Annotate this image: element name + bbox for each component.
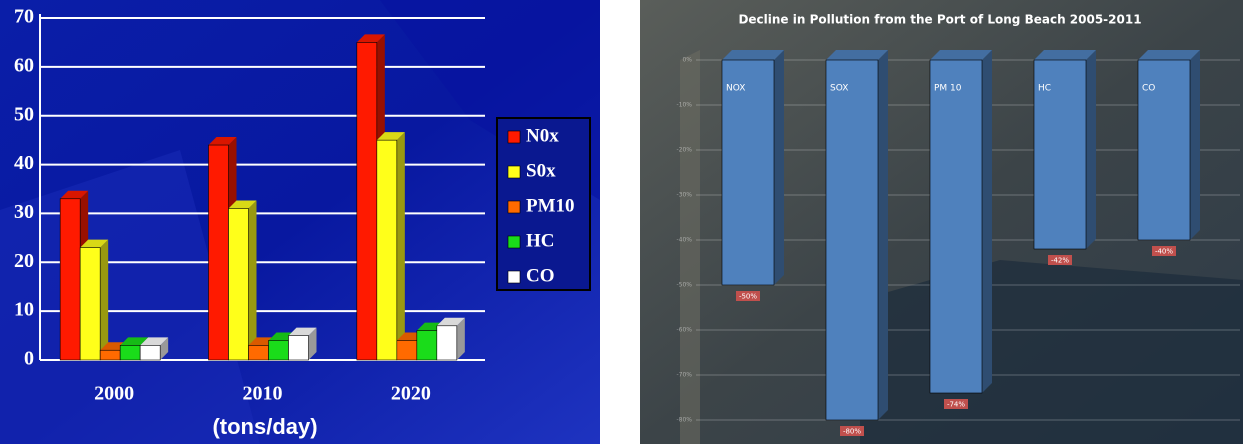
y-tick-label: 20 [14, 250, 34, 272]
value-label: -42% [1051, 257, 1069, 265]
bar-top [80, 239, 109, 248]
value-label-box [736, 291, 760, 301]
bar-top [826, 50, 888, 60]
legend-swatch [507, 165, 521, 179]
x-tick-label: 2020 [391, 383, 431, 405]
value-label: -80% [843, 428, 861, 436]
bar [59, 198, 81, 361]
value-label-box [1152, 246, 1176, 256]
bar [268, 340, 289, 361]
y-tick-label: 0 [24, 348, 34, 370]
y-tick-label: -70% [676, 372, 692, 379]
bar [356, 42, 378, 361]
bar-top [356, 34, 385, 43]
legend-swatch [507, 235, 521, 249]
x-tick-label: SOX [830, 84, 848, 94]
y-tick-label: 40 [14, 152, 34, 174]
y-tick-label: -60% [676, 327, 692, 334]
y-tick-label: 10 [14, 299, 34, 321]
y-tick-label: -40% [676, 237, 692, 244]
x-tick-label: HC [1038, 84, 1051, 94]
legend-label: N0x [526, 125, 559, 146]
x-tick-label: PM 10 [934, 84, 962, 94]
y-tick-label: 60 [14, 54, 34, 76]
x-axis-label: (tons/day) [212, 414, 317, 439]
bar [228, 208, 249, 361]
value-label-box [840, 426, 864, 436]
bar [1137, 59, 1191, 241]
value-label: -50% [739, 293, 757, 301]
y-tick-label: -80% [676, 417, 692, 424]
bar-side [100, 239, 109, 360]
bar-top [120, 337, 149, 346]
bar-top [1138, 50, 1200, 60]
background-shape [860, 260, 1243, 444]
bar [208, 144, 229, 361]
bar [436, 325, 458, 361]
bar-side [308, 327, 317, 360]
legend-label: HC [526, 230, 555, 251]
bar [376, 139, 398, 361]
bar-top [208, 137, 237, 146]
bar [416, 330, 438, 361]
bar-top [60, 190, 89, 199]
legend-label: CO [526, 265, 555, 286]
x-tick-label: NOX [726, 84, 745, 94]
bar [1033, 59, 1087, 250]
legend-label: S0x [526, 160, 556, 181]
bar [139, 345, 161, 361]
legend-swatch [507, 130, 521, 144]
bar-top [288, 327, 317, 336]
bar [99, 349, 121, 361]
bar-side [248, 200, 257, 360]
bar-side [1190, 50, 1200, 240]
bar-side [160, 337, 169, 360]
bar [396, 340, 418, 361]
y-tick-label: -50% [676, 282, 692, 289]
bar-side [456, 317, 465, 360]
y-tick-label: 50 [14, 103, 34, 125]
bar [721, 59, 775, 286]
legend-label: PM10 [526, 195, 575, 216]
bar [119, 345, 141, 361]
legend-swatch [507, 200, 521, 214]
bar [288, 335, 309, 361]
y-tick-label: -20% [676, 147, 692, 154]
legend-swatch [507, 270, 521, 284]
bar-side [982, 50, 992, 393]
bar [79, 247, 101, 361]
y-tick-label: 70 [14, 6, 34, 28]
bar-top [436, 317, 465, 326]
y-tick-label: -30% [676, 192, 692, 199]
x-tick-label: 2000 [94, 383, 134, 405]
x-tick-label: CO [1142, 84, 1155, 94]
value-label-box [944, 399, 968, 409]
chart-title: Decline in Pollution from the Port of Lo… [738, 13, 1141, 27]
bar-top [930, 50, 992, 60]
bar [929, 59, 983, 394]
y-tick-label: 30 [14, 201, 34, 223]
value-label: -74% [947, 401, 965, 409]
x-tick-label: 2010 [243, 383, 283, 405]
bar-side [774, 50, 784, 285]
value-label-box [1048, 255, 1072, 265]
bar [825, 59, 879, 421]
background-shape [680, 50, 700, 444]
bar [248, 345, 269, 361]
value-label: -40% [1155, 248, 1173, 256]
bar-side [396, 132, 405, 360]
bar-top [376, 132, 405, 141]
bar-side [878, 50, 888, 420]
bar-side [1086, 50, 1096, 249]
bar-top [140, 337, 169, 346]
bar-top [1034, 50, 1096, 60]
y-tick-label: 0% [682, 57, 692, 64]
bar-top [228, 200, 257, 209]
y-tick-label: -10% [676, 102, 692, 109]
bar-top [722, 50, 784, 60]
